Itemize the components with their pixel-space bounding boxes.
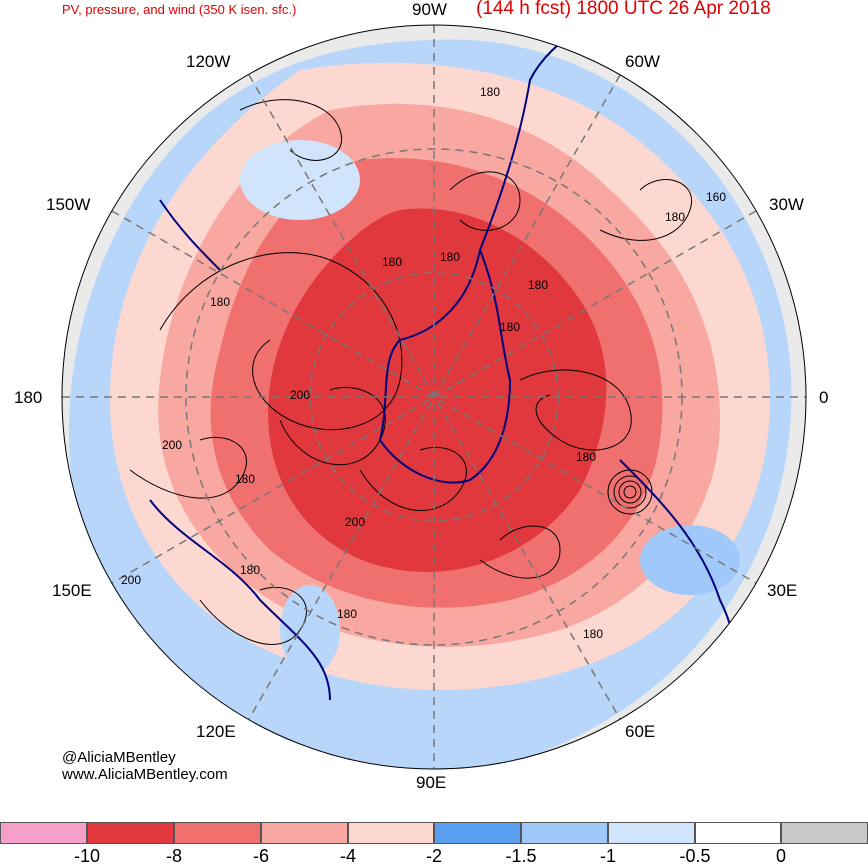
longitude-label-120e: 120E [196, 722, 236, 741]
contour-label: 180 [240, 563, 261, 577]
contour-label: 200 [345, 515, 366, 529]
longitude-label-180: 180 [14, 388, 43, 407]
colorbar-tick: -1.5 [505, 846, 537, 866]
contour-label: 200 [121, 573, 142, 587]
longitude-label-90e: 90E [416, 773, 447, 792]
longitude-label-150w: 150W [46, 195, 91, 214]
colorbar-tick: 0 [775, 846, 787, 866]
colorbar-tick: -2 [425, 846, 443, 866]
contour-label: 180 [665, 210, 686, 224]
colorbar-tick: -8 [165, 846, 183, 866]
colorbar-cell [348, 822, 434, 844]
contour-label: 180 [440, 250, 461, 264]
credit-handle: @AliciaMBentley [62, 749, 176, 766]
contour-label: 200 [290, 388, 311, 402]
pv-strong-core [268, 208, 607, 572]
contour-label: 180 [337, 607, 358, 621]
pv-blue-patch [280, 585, 340, 675]
forecast-valid-time: (144 h fcst) 1800 UTC 26 Apr 2018 [476, 0, 771, 19]
colorbar-cell [608, 822, 695, 844]
contour-label: 180 [480, 85, 501, 99]
colorbar-cell [781, 822, 868, 844]
contour-label: 180 [500, 320, 521, 334]
colorbar-tick: -6 [252, 846, 270, 866]
colorbar-tick: -4 [339, 846, 357, 866]
longitude-label-150e: 150E [52, 581, 92, 600]
contour-label: 180 [528, 278, 549, 292]
longitude-label-30w: 30W [769, 195, 804, 214]
colorbar-cell [434, 822, 521, 844]
longitude-label-120w: 120W [186, 52, 231, 71]
colorbar-cell [0, 822, 87, 844]
longitude-label-60e: 60E [625, 722, 656, 741]
contour-label: 180 [583, 627, 604, 641]
pv-blue-patch [240, 140, 360, 220]
colorbar-cell [521, 822, 608, 844]
colorbar-tick: -1 [599, 846, 617, 866]
map-title: PV, pressure, and wind (350 K isen. sfc.… [62, 2, 297, 17]
credit-website: www.AliciaMBentley.com [62, 766, 228, 783]
longitude-label-30e: 30E [767, 581, 798, 600]
contour-label: 180 [235, 472, 256, 486]
colorbar-cell [174, 822, 261, 844]
contour-label: 180 [576, 450, 597, 464]
longitude-label-0: 0 [819, 388, 829, 407]
colorbar-cell [261, 822, 348, 844]
contour-label: 180 [382, 255, 403, 269]
pv-blue-patch [640, 525, 740, 595]
longitude-label-90w: 90W [412, 0, 447, 19]
colorbar-tick: -0.5 [679, 846, 711, 866]
colorbar-cell [695, 822, 781, 844]
contour-label: 200 [162, 438, 183, 452]
colorbar-cell [87, 822, 174, 844]
contour-label: 160 [706, 190, 727, 204]
longitude-label-60w: 60W [625, 52, 660, 71]
map-border [61, 24, 807, 770]
contour-label: 180 [210, 295, 231, 309]
graticule [62, 25, 806, 769]
colorbar-tick: -10 [73, 846, 101, 866]
polar-map [61, 24, 807, 770]
